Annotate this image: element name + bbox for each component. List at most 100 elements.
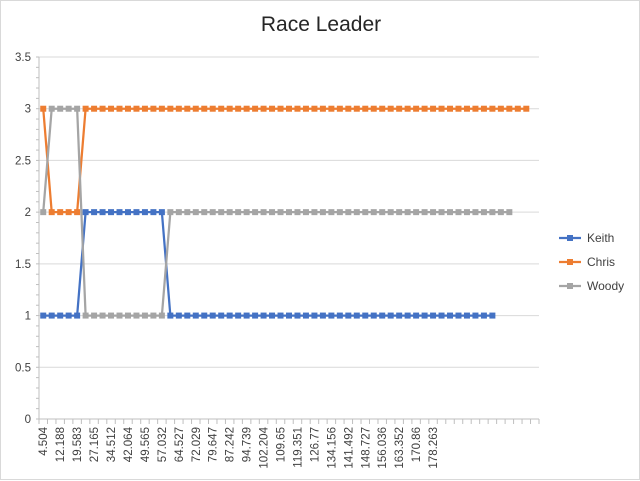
data-point-woody [345,209,352,216]
data-point-keith [133,209,140,216]
data-point-woody [387,209,394,216]
data-point-keith [345,312,352,319]
data-point-chris [141,105,148,112]
data-point-chris [379,105,386,112]
x-tick-label: 109.65 [276,427,288,462]
data-point-chris [201,105,208,112]
data-point-keith [57,312,64,319]
data-point-woody [201,209,208,216]
data-point-chris [167,105,174,112]
data-point-chris [260,105,267,112]
data-point-chris [277,105,284,112]
data-point-keith [302,312,309,319]
data-point-chris [150,105,157,112]
x-tick-label: 12.188 [55,427,67,462]
data-point-woody [362,209,369,216]
y-tick-label: 3.5 [15,52,31,64]
data-point-chris [497,105,504,112]
data-point-chris [252,105,259,112]
data-point-keith [82,209,89,216]
data-point-chris [158,105,165,112]
data-point-chris [489,105,496,112]
data-point-woody [413,209,420,216]
data-point-chris [345,105,352,112]
data-point-keith [91,209,98,216]
data-point-chris [421,105,428,112]
data-point-woody [311,209,318,216]
data-point-chris [133,105,140,112]
data-point-woody [463,209,470,216]
data-point-woody [99,312,106,319]
data-point-chris [447,105,454,112]
data-point-keith [277,312,284,319]
data-point-woody [124,312,131,319]
data-point-woody [353,209,360,216]
x-tick-label: 170.86 [411,427,423,462]
data-point-woody [175,209,182,216]
data-point-woody [91,312,98,319]
data-point-keith [252,312,259,319]
data-point-woody [430,209,437,216]
x-tick-label: 163.352 [394,427,406,469]
legend-label-chris: Chris [587,255,615,269]
data-point-woody [48,105,55,112]
data-point-chris [404,105,411,112]
data-point-woody [497,209,504,216]
data-point-chris [40,105,47,112]
data-point-chris [116,105,123,112]
data-point-keith [99,209,106,216]
data-point-woody [447,209,454,216]
data-point-chris [175,105,182,112]
data-point-woody [141,312,148,319]
data-point-chris [353,105,360,112]
data-point-woody [133,312,140,319]
data-point-woody [277,209,284,216]
data-point-chris [218,105,225,112]
data-point-woody [65,105,72,112]
x-tick-label: 79.647 [208,427,220,462]
data-point-chris [124,105,131,112]
data-point-woody [396,209,403,216]
data-point-keith [116,209,123,216]
data-point-woody [192,209,199,216]
data-point-chris [48,209,55,216]
data-point-woody [455,209,462,216]
data-point-keith [455,312,462,319]
data-point-keith [489,312,496,319]
x-tick-label: 49.565 [140,427,152,462]
data-point-woody [379,209,386,216]
x-tick-label: 178.263 [428,427,440,469]
legend-marker-keith [567,235,573,241]
data-point-chris [336,105,343,112]
x-tick-label: 87.242 [225,427,237,462]
series-line-chris [42,107,527,214]
data-point-keith [184,312,191,319]
data-point-chris [226,105,233,112]
data-point-woody [489,209,496,216]
data-point-woody [74,105,81,112]
x-tick-label: 141.492 [343,427,355,469]
data-point-woody [218,209,225,216]
data-point-chris [209,105,216,112]
data-point-woody [404,209,411,216]
data-point-keith [379,312,386,319]
data-point-chris [413,105,420,112]
data-point-woody [438,209,445,216]
x-tick-label: 34.512 [106,427,118,462]
y-tick-label: 0.5 [15,362,31,374]
data-point-keith [362,312,369,319]
y-tick-label: 1.5 [15,259,31,271]
data-point-chris [302,105,309,112]
y-tick-label: 2 [25,207,31,219]
data-point-keith [447,312,454,319]
data-point-woody [40,209,47,216]
x-tick-label: 72.029 [191,427,203,462]
data-point-chris [396,105,403,112]
data-point-chris [108,105,115,112]
data-point-keith [286,312,292,319]
y-tick-label: 0 [25,414,31,426]
data-point-chris [506,105,513,112]
data-point-chris [362,105,369,112]
data-point-chris [523,105,530,112]
